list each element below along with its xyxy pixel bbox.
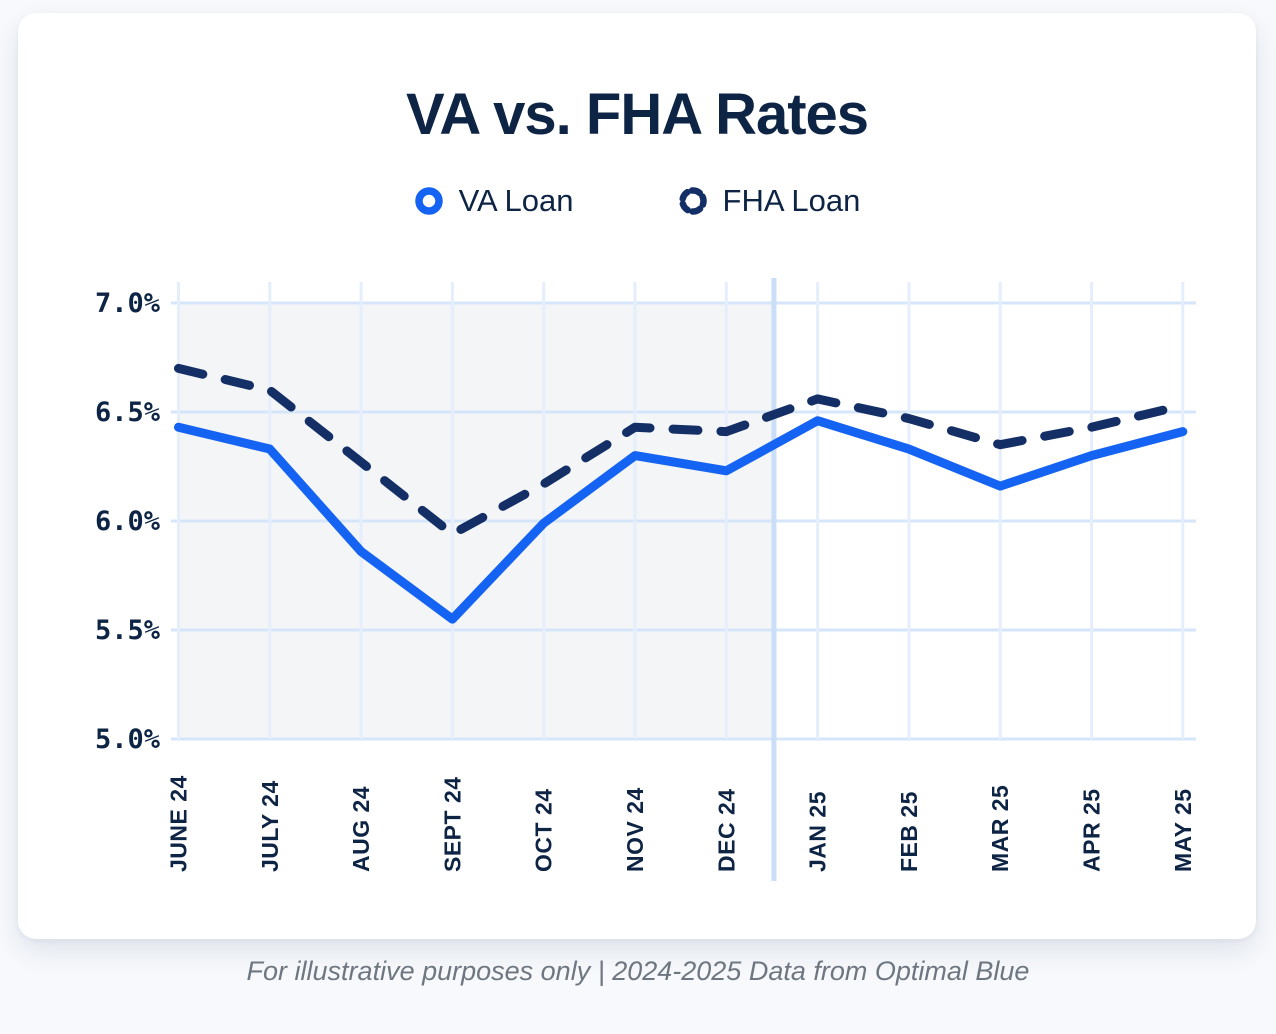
va-loan-line <box>174 416 1188 624</box>
legend-item-va-loan: VA Loan <box>414 183 574 219</box>
va-loan-marker-icon <box>414 186 444 216</box>
x-axis-month-label: NOV 24 <box>622 787 648 872</box>
fha-loan-line <box>174 363 1188 539</box>
legend-item-fha-loan: FHA Loan <box>678 183 861 219</box>
y-axis-tick-label: 5.5% <box>95 615 161 646</box>
footer-disclaimer: For illustrative purposes only | 2024-20… <box>246 956 1030 986</box>
y-axis-tick-label: 6.0% <box>95 506 161 537</box>
legend-label-va-loan: VA Loan <box>458 183 574 218</box>
y-axis-tick-label: 6.5% <box>95 397 161 428</box>
x-axis-month-label: AUG 24 <box>348 786 374 872</box>
y-axis-tick-label: 5.0% <box>95 724 161 755</box>
chart-legend: VA Loan FHA Loan <box>18 183 1256 219</box>
fha-loan-marker-icon <box>678 186 708 216</box>
x-axis-month-label: JUNE 24 <box>166 775 192 872</box>
x-axis-month-label: MAY 25 <box>1170 788 1196 872</box>
x-axis-month-label: MAR 25 <box>987 785 1013 872</box>
x-axis-month-label: DEC 24 <box>713 788 739 872</box>
x-axis-month-label: FEB 25 <box>896 791 922 872</box>
y-axis-tick-label: 7.0% <box>95 288 161 319</box>
x-axis-month-label: SEPT 24 <box>439 776 465 872</box>
x-axis-month-label: JAN 25 <box>805 791 831 872</box>
x-axis-month-label: JULY 24 <box>257 780 283 872</box>
x-axis-month-label: OCT 24 <box>531 788 557 872</box>
legend-label-fha-loan: FHA Loan <box>722 183 861 218</box>
x-axis-month-label: APR 25 <box>1079 788 1105 872</box>
chart-title: VA vs. FHA Rates <box>405 82 869 147</box>
